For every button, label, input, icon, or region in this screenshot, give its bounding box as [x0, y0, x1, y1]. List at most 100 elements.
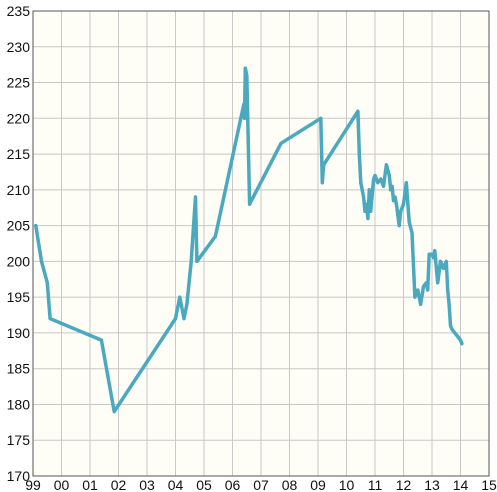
y-tick-label: 175 [7, 432, 31, 448]
data-point [362, 195, 366, 199]
x-tick-label: 00 [54, 477, 70, 492]
y-tick-label: 230 [7, 39, 31, 55]
x-tick-label: 06 [225, 477, 241, 492]
data-point [175, 309, 179, 313]
data-point [424, 281, 428, 285]
data-point [366, 216, 370, 220]
data-point [45, 281, 49, 285]
data-point [459, 338, 462, 342]
data-point [439, 259, 443, 263]
data-point [436, 281, 440, 285]
x-tick-label: 01 [82, 477, 98, 492]
data-point [387, 174, 391, 178]
y-tick-label: 205 [7, 218, 31, 234]
data-point [357, 152, 361, 156]
x-tick-label: 14 [453, 477, 469, 492]
x-tick-label: 13 [424, 477, 440, 492]
x-tick-label: 10 [339, 477, 355, 492]
data-point [393, 195, 397, 199]
data-point [460, 342, 464, 346]
data-point [427, 252, 431, 256]
data-point [182, 317, 186, 321]
data-point [379, 177, 383, 181]
data-point [431, 256, 435, 260]
data-point [376, 181, 380, 185]
data-point [441, 267, 445, 271]
data-point [446, 288, 450, 292]
data-point [48, 317, 52, 321]
data-point [453, 331, 457, 335]
plot-frame [32, 10, 490, 477]
data-point [456, 335, 460, 338]
x-tick-label: 11 [368, 477, 383, 492]
data-point [359, 181, 363, 185]
y-tick-label: 210 [7, 182, 31, 198]
data-point [413, 295, 417, 299]
data-point [372, 177, 376, 181]
data-point [399, 209, 403, 213]
data-point [433, 249, 437, 253]
data-point [319, 116, 323, 120]
data-point [449, 324, 453, 328]
data-point [369, 209, 373, 213]
x-tick-label: 07 [253, 477, 269, 492]
data-point [367, 188, 371, 192]
data-point [174, 317, 177, 321]
data-point [245, 73, 249, 77]
data-point [213, 234, 217, 238]
y-axis-ticks: 170 175 180 185 190 195 200 205 210 215 220 225 230 2… [7, 3, 31, 484]
x-tick-label: 09 [310, 477, 326, 492]
data-point [384, 163, 388, 167]
x-tick-label: 05 [196, 477, 212, 492]
data-point [382, 184, 386, 188]
series-group [34, 66, 464, 414]
data-point [426, 288, 430, 292]
data-point [444, 259, 448, 263]
x-tick-label: 15 [481, 477, 497, 492]
data-point [390, 184, 394, 188]
data-point [189, 259, 193, 263]
x-tick-label: 08 [282, 477, 298, 492]
data-point [416, 288, 420, 292]
data-point [421, 284, 425, 288]
y-tick-label: 190 [7, 325, 31, 341]
y-tick-label: 195 [7, 289, 31, 305]
data-point [364, 202, 368, 206]
data-point [112, 410, 116, 414]
y-tick-label: 215 [7, 146, 31, 162]
data-point [40, 259, 44, 263]
data-point [389, 188, 393, 192]
data-point [193, 195, 197, 199]
x-axis-ticks: 99 00 01 02 03 04 05 06 07 08 09 10 11 12 13 14 15 [25, 477, 497, 492]
data-point [450, 327, 454, 331]
data-point [243, 66, 247, 70]
y-tick-label: 180 [7, 396, 31, 412]
data-point [394, 202, 398, 206]
data-point [392, 199, 396, 203]
y-tick-label: 220 [7, 110, 31, 126]
data-point [322, 163, 326, 167]
data-point [242, 116, 246, 120]
y-tick-label: 235 [7, 3, 31, 19]
y-tick-label: 185 [7, 361, 31, 377]
x-tick-label: 04 [168, 477, 184, 492]
data-point [404, 181, 408, 185]
data-point [185, 302, 189, 306]
data-point [397, 224, 401, 228]
data-point [356, 109, 360, 113]
data-point [419, 302, 423, 306]
data-point [373, 174, 377, 178]
data-point [320, 181, 324, 185]
data-point [248, 202, 252, 206]
data-point [99, 338, 103, 342]
data-point [195, 259, 199, 263]
y-tick-label: 200 [7, 253, 31, 269]
x-tick-label: 03 [139, 477, 155, 492]
data-point [402, 202, 405, 206]
data-point [34, 224, 38, 228]
data-point [407, 220, 411, 224]
x-tick-label: 12 [396, 477, 412, 492]
data-point [410, 231, 414, 235]
y-tick-label: 225 [7, 75, 31, 91]
